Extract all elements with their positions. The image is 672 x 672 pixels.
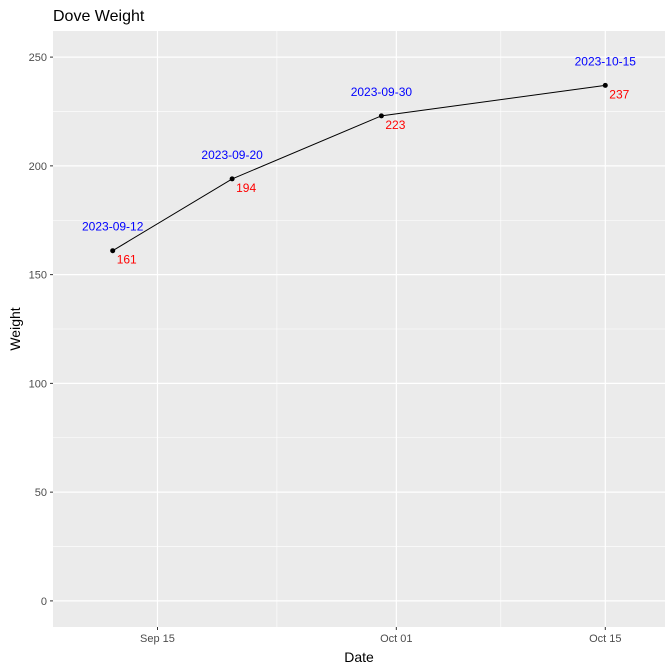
y-tick-label: 250 <box>29 52 47 64</box>
x-axis-title: Date <box>344 649 374 665</box>
data-point <box>602 82 608 88</box>
data-point <box>229 176 235 182</box>
y-tick-label: 50 <box>35 487 47 499</box>
point-labels: 2023-09-12 161 2023-09-20 194 2023-09-30 223 2… <box>82 54 636 266</box>
minor-gridlines <box>53 31 665 627</box>
y-tick-label: 150 <box>29 270 47 282</box>
date-label: 2023-09-30 <box>351 85 413 99</box>
weight-series <box>110 82 608 254</box>
value-label: 223 <box>385 118 405 132</box>
y-tick-label: 200 <box>29 161 47 173</box>
date-label: 2023-09-20 <box>201 148 263 162</box>
y-axis-title: Weight <box>7 307 23 350</box>
date-label: 2023-10-15 <box>575 54 637 68</box>
chart-title: Dove Weight <box>53 8 145 25</box>
y-tick-label: 100 <box>29 378 47 390</box>
series-line <box>112 84 606 252</box>
y-tick-label: 0 <box>41 596 47 608</box>
x-tick-label: Oct 15 <box>589 633 621 645</box>
x-tick-label: Sep 15 <box>140 633 175 645</box>
y-axis-ticks: 0 50 100 150 200 250 <box>29 52 53 608</box>
value-label: 161 <box>117 253 137 267</box>
value-label: 194 <box>236 181 256 195</box>
date-label: 2023-09-12 <box>82 220 144 234</box>
data-point <box>378 113 384 119</box>
value-label: 237 <box>609 87 629 101</box>
major-gridlines <box>53 31 665 627</box>
x-axis-ticks: Sep 15 Oct 01 Oct 15 <box>140 627 621 645</box>
data-point <box>110 248 116 254</box>
x-tick-label: Oct 01 <box>380 633 412 645</box>
